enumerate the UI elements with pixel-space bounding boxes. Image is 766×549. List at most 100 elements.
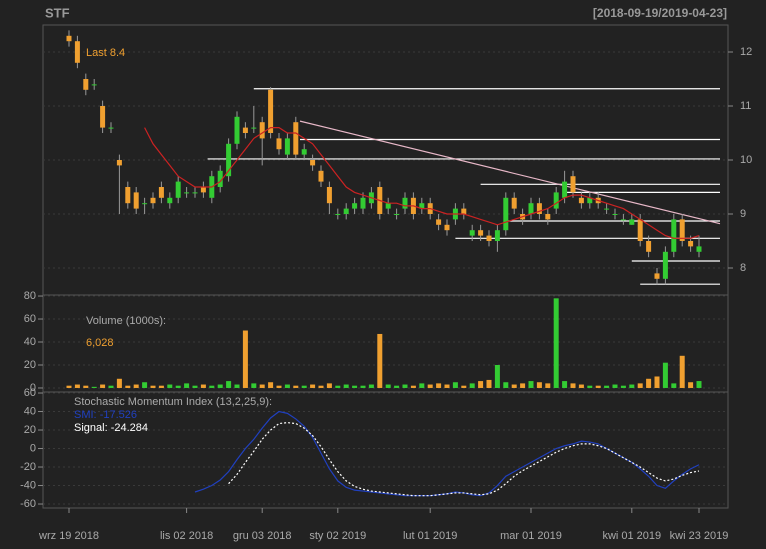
volume-bar xyxy=(125,385,131,388)
volume-bar xyxy=(108,385,114,388)
volume-bar xyxy=(688,382,694,388)
volume-bar xyxy=(293,385,299,388)
volume-bar xyxy=(578,384,584,388)
x-tick-label: gru 03 2018 xyxy=(233,530,292,542)
volume-bar xyxy=(234,384,240,388)
volume-bar xyxy=(150,385,156,388)
volume-bar xyxy=(419,383,425,388)
candle-body xyxy=(562,181,568,198)
volume-bar xyxy=(503,382,509,388)
candle-body xyxy=(528,203,534,214)
volume-bar xyxy=(343,384,349,388)
x-tick-label: wrz 19 2018 xyxy=(38,530,99,542)
y-tick-label: 0 xyxy=(30,442,36,454)
smi-value: -17.526 xyxy=(100,409,137,421)
volume-bar xyxy=(100,384,106,388)
volume-bar xyxy=(536,382,542,388)
volume-bar xyxy=(133,384,139,388)
y-tick-label: 20 xyxy=(24,424,36,436)
volume-bar xyxy=(469,383,475,388)
candle-body xyxy=(108,127,114,129)
candle-body xyxy=(553,192,559,209)
signal-label: Signal: xyxy=(74,422,108,434)
volume-bar xyxy=(696,381,702,388)
chart-title: STF xyxy=(45,5,70,20)
volume-bar xyxy=(612,384,618,388)
candle-body xyxy=(74,41,80,63)
volume-bar xyxy=(209,385,215,388)
volume-bar xyxy=(377,333,383,388)
candle-body xyxy=(503,197,509,231)
volume-bar xyxy=(251,383,257,388)
candle-body xyxy=(461,208,467,214)
candle-body xyxy=(352,203,358,209)
volume-bar xyxy=(259,384,265,388)
volume-bar xyxy=(570,383,576,388)
x-tick-label: lis 02 2018 xyxy=(160,530,213,542)
volume-bar xyxy=(167,384,173,388)
volume-bar xyxy=(217,384,223,388)
volume-bar xyxy=(200,384,206,388)
volume-bar xyxy=(511,384,517,388)
candle-body xyxy=(184,192,190,194)
candle-body xyxy=(200,187,206,193)
y-tick-label: 60 xyxy=(24,387,36,399)
moving-average xyxy=(144,127,700,239)
volume-bar xyxy=(192,385,198,388)
y-tick-label: 40 xyxy=(24,405,36,417)
y-tick-label: 60 xyxy=(24,313,36,325)
smi-last: SMI: -17.526 xyxy=(74,409,137,421)
volume-bar xyxy=(436,383,442,388)
volume-bar xyxy=(226,381,232,388)
volume-bar xyxy=(310,384,316,388)
candle-body xyxy=(688,241,694,247)
volume-bar xyxy=(545,383,551,388)
last-label: Last xyxy=(86,47,107,59)
volume-bar xyxy=(662,362,668,388)
last-price: Last 8.4 xyxy=(86,47,125,59)
volume-bar xyxy=(142,382,148,388)
candle-body xyxy=(360,197,366,209)
y-tick-label: 40 xyxy=(24,336,36,348)
volume-bar xyxy=(637,383,643,388)
candle-body xyxy=(318,170,324,182)
candle-body xyxy=(696,246,702,252)
candle-body xyxy=(654,273,660,279)
volume-bar xyxy=(326,383,332,388)
candle-body xyxy=(343,208,349,214)
volume-bar xyxy=(629,384,635,388)
date-range: [2018-09-19/2019-04-23] xyxy=(593,6,727,20)
x-tick-label: mar 01 2019 xyxy=(500,530,562,542)
volume-bar xyxy=(74,384,80,388)
candle-body xyxy=(301,149,307,155)
last-value: 8.4 xyxy=(110,47,125,59)
trend-line xyxy=(299,120,721,225)
candle-body xyxy=(629,219,635,225)
y-tick-label: 20 xyxy=(24,359,36,371)
volume-bar xyxy=(276,385,282,388)
candle-body xyxy=(637,219,643,241)
volume-bar xyxy=(478,381,484,388)
volume-bar xyxy=(679,355,685,388)
volume-bar xyxy=(284,384,290,388)
volume-bar xyxy=(528,381,534,388)
volume-bar xyxy=(646,378,652,388)
candle-body xyxy=(646,241,652,252)
candle-body xyxy=(671,219,677,252)
volume-bar xyxy=(520,383,526,388)
candle-body xyxy=(100,106,106,128)
candle-body xyxy=(276,138,282,150)
candle-body xyxy=(536,203,542,214)
candle-body xyxy=(604,208,610,210)
candle-body xyxy=(335,214,341,215)
volume-bar xyxy=(427,384,433,388)
volume-bar xyxy=(242,330,248,388)
indicator-line xyxy=(228,422,700,497)
candle-body xyxy=(612,214,618,215)
candle-body xyxy=(444,224,450,231)
y-tick-label: 10 xyxy=(740,154,752,166)
x-tick-label: sty 02 2019 xyxy=(309,530,366,542)
candle-body xyxy=(226,143,232,177)
candle-body xyxy=(494,230,500,241)
